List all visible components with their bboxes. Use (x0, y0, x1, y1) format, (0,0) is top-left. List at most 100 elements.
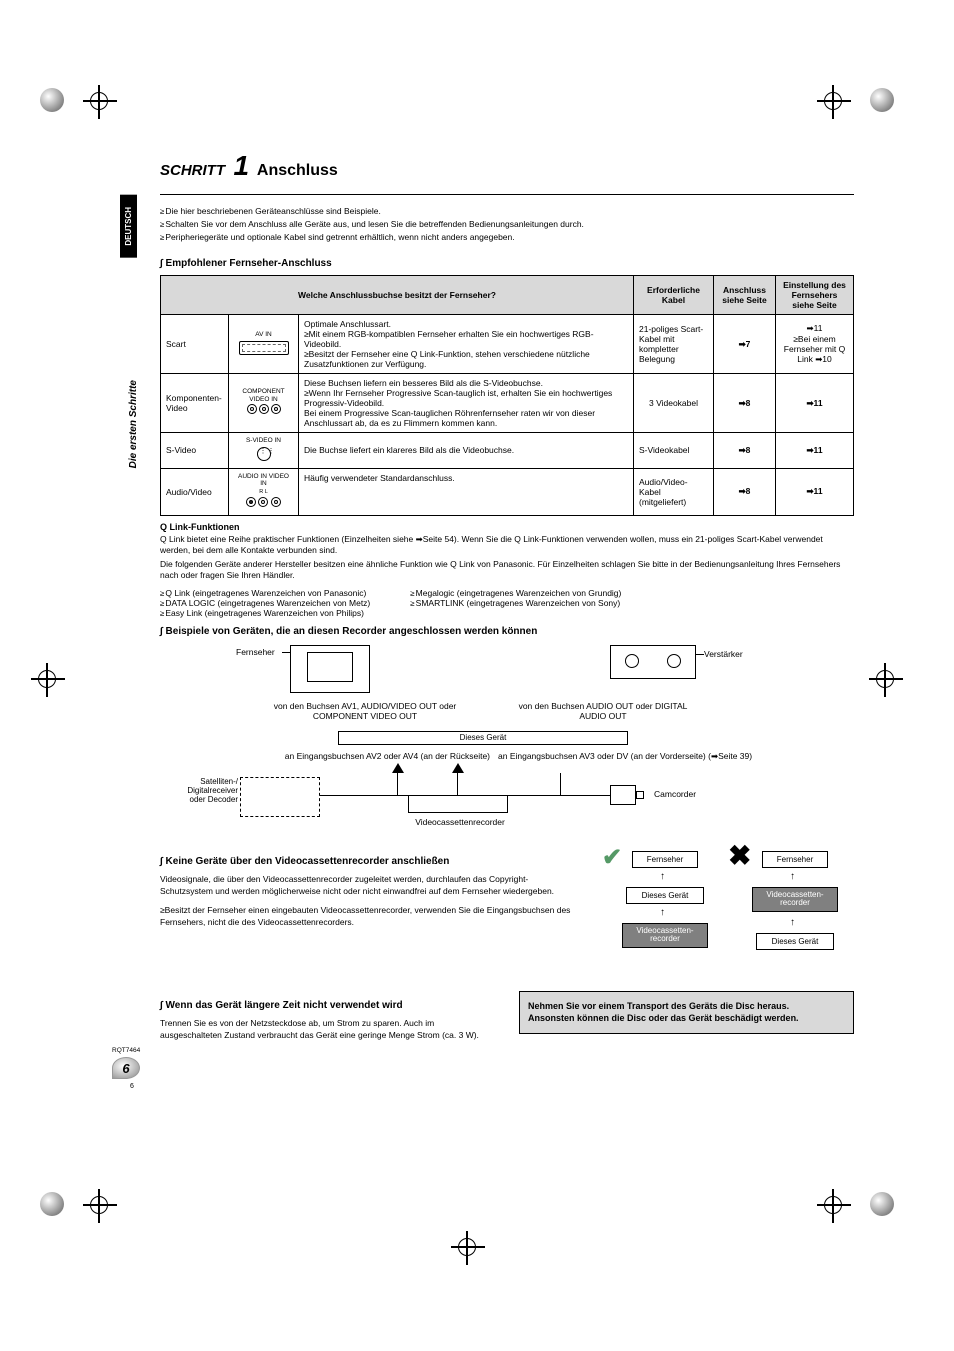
icon-label: COMPONENT VIDEO IN (242, 388, 284, 403)
cell-type: S-Video (161, 433, 229, 469)
no-vcr-p1: Videosignale, die über den Videocassette… (160, 874, 574, 897)
vcr-diagram: ✔ Fernseher ↑ Dieses Gerät ↑ Videocasset… (594, 847, 854, 977)
cell-type: Audio/Video (161, 468, 229, 515)
th-cable: Erforderliche Kabel (634, 276, 714, 315)
cam-box (610, 785, 636, 805)
svideo-icon: S-VIDEO IN (234, 437, 293, 464)
arrow-up-icon: ↑ (660, 871, 665, 882)
cell-conn-page: ➡8 (714, 433, 776, 469)
page-title: SCHRITT 1 Anschluss (160, 150, 854, 182)
table-row: Komponenten-Video COMPONENT VIDEO IN Die… (161, 374, 854, 433)
table-row: S-Video S-VIDEO IN Die Buchse liefert ei… (161, 433, 854, 469)
cell-type: Komponenten-Video (161, 374, 229, 433)
rqt-code: RQT7464 (112, 1047, 140, 1054)
cross-icon: ✖ (728, 839, 751, 872)
cell-conn-page: ➡8 (714, 468, 776, 515)
arrow-up-icon: ↑ (660, 907, 665, 918)
icon-label: S-VIDEO IN (246, 437, 281, 444)
vcr-label: Videocassettenrecorder (390, 817, 530, 827)
from-av-label: von den Buchsen AV1, AUDIO/VIDEO OUT ode… (260, 701, 470, 721)
cam-lens (636, 791, 644, 799)
arrow-up-icon (452, 763, 464, 773)
line (508, 795, 610, 796)
in-av3-label: an Eingangsbuchsen AV3 oder DV (an der V… (498, 751, 798, 762)
vcr-mini: Videocassetten- recorder (622, 923, 708, 949)
arrow-up-icon (392, 763, 404, 773)
decor-sphere (870, 1192, 894, 1216)
cell-conn-page: ➡8 (714, 374, 776, 433)
section-recommended-title: Empfohlener Fernseher-Anschluss (160, 258, 854, 269)
connection-diagram: Fernseher Verstärker von den Buchsen AV1… (160, 645, 854, 835)
component-icon: COMPONENT VIDEO IN (234, 388, 293, 418)
line (397, 773, 398, 795)
cell-set-page: ➡11 (776, 468, 854, 515)
table-row: Scart AV IN Optimale Anschlussart. ≥Mit … (161, 315, 854, 374)
title-text: Anschluss (257, 162, 338, 179)
sat-box (240, 777, 320, 817)
page-number-badge: 6 (112, 1057, 140, 1079)
connection-table: Welche Anschlussbuchse besitzt der Ferns… (160, 275, 854, 516)
th-set-page: Einstellung des Fernsehers siehe Seite (776, 276, 854, 315)
line (696, 654, 704, 655)
registration-mark (90, 1196, 108, 1214)
no-vcr-p2: ≥Besitzt der Fernseher einen eingebauten… (160, 905, 574, 928)
section-examples-title: Beispiele von Geräten, die an diesen Rec… (160, 626, 854, 637)
cell-set-page: ➡11 (776, 433, 854, 469)
amp-box (610, 645, 696, 679)
cell-cable: 3 Videokabel (634, 374, 714, 433)
amp-label: Verstärker (704, 649, 743, 659)
cell-type: Scart (161, 315, 229, 374)
unused-p: Trennen Sie es von der Netzsteckdose ab,… (160, 1018, 495, 1041)
this-device-bar: Dieses Gerät (338, 731, 628, 745)
cell-desc: Diese Buchsen liefern ein besseres Bild … (299, 374, 634, 433)
tm-item: Easy Link (eingetragenes Warenzeichen vo… (160, 608, 370, 618)
line (457, 773, 458, 795)
cell-cable: S-Videokabel (634, 433, 714, 469)
av-icon: AUDIO IN VIDEO IN R L (234, 473, 293, 511)
cell-desc: Optimale Anschlussart. ≥Mit einem RGB-ko… (299, 315, 634, 374)
tm-item: DATA LOGIC (eingetragenes Warenzeichen v… (160, 598, 370, 608)
scart-icon: AV IN (234, 331, 293, 358)
device-mini: Dieses Gerät (626, 887, 704, 904)
registration-mark (458, 1238, 476, 1256)
intro-bullets: Die hier beschriebenen Geräteanschlüsse … (160, 205, 854, 244)
cell-set-page: ➡11 (776, 374, 854, 433)
line (282, 652, 290, 653)
qlink-p2: Die folgenden Geräte anderer Hersteller … (160, 559, 854, 582)
in-av2-label: an Eingangsbuchsen AV2 oder AV4 (an der … (230, 751, 490, 761)
line (320, 795, 408, 796)
cell-cable: 21-poliges Scart-Kabel mit kompletter Be… (634, 315, 714, 374)
from-audio-label: von den Buchsen AUDIO OUT oder DIGITAL A… (508, 701, 698, 721)
vcr-box (408, 795, 508, 813)
registration-mark (824, 1196, 842, 1214)
cell-desc: Die Buchse liefert ein klareres Bild als… (299, 433, 634, 469)
section-no-vcr-title: Keine Geräte über den Videocassettenreco… (160, 855, 574, 869)
arrow-up-icon: ↑ (790, 917, 795, 928)
intro-line: Schalten Sie vor dem Anschluss alle Gerä… (160, 218, 854, 231)
icon-label: AV IN (255, 331, 272, 338)
cell-conn-page: ➡7 (714, 315, 776, 374)
table-row: Audio/Video AUDIO IN VIDEO IN R L Häufig… (161, 468, 854, 515)
qlink-title: Q Link-Funktionen (160, 522, 854, 532)
th-conn-page: Anschluss siehe Seite (714, 276, 776, 315)
th-which-jack: Welche Anschlussbuchse besitzt der Ferns… (161, 276, 634, 315)
title-number: 1 (233, 150, 249, 181)
tv-mini: Fernseher (762, 851, 828, 868)
tv-box (290, 645, 370, 693)
check-icon: ✔ (602, 843, 622, 872)
vcr-mini: Videocassetten- recorder (752, 887, 838, 913)
cell-set-page: ➡11 ≥Bei einem Fernseher mit Q Link ➡10 (776, 315, 854, 374)
icon-label: AUDIO IN VIDEO IN (238, 473, 289, 488)
page-number-small: 6 (130, 1083, 134, 1090)
intro-line: Die hier beschriebenen Geräteanschlüsse … (160, 205, 854, 218)
decor-sphere (40, 1192, 64, 1216)
heading-rule (160, 194, 854, 195)
arrow-up-icon: ↑ (790, 871, 795, 882)
this-device-label: Dieses Gerät (460, 733, 507, 742)
tv-label: Fernseher (236, 647, 275, 657)
tm-item: SMARTLINK (eingetragenes Warenzeichen vo… (410, 598, 621, 608)
section-unused-title: Wenn das Gerät längere Zeit nicht verwen… (160, 999, 495, 1013)
cell-desc: Häufig verwendeter Standardanschluss. (299, 468, 634, 515)
tm-item: Q Link (eingetragenes Warenzeichen von P… (160, 588, 370, 598)
sat-label: Satelliten-/ Digitalreceiver oder Decode… (170, 777, 238, 804)
